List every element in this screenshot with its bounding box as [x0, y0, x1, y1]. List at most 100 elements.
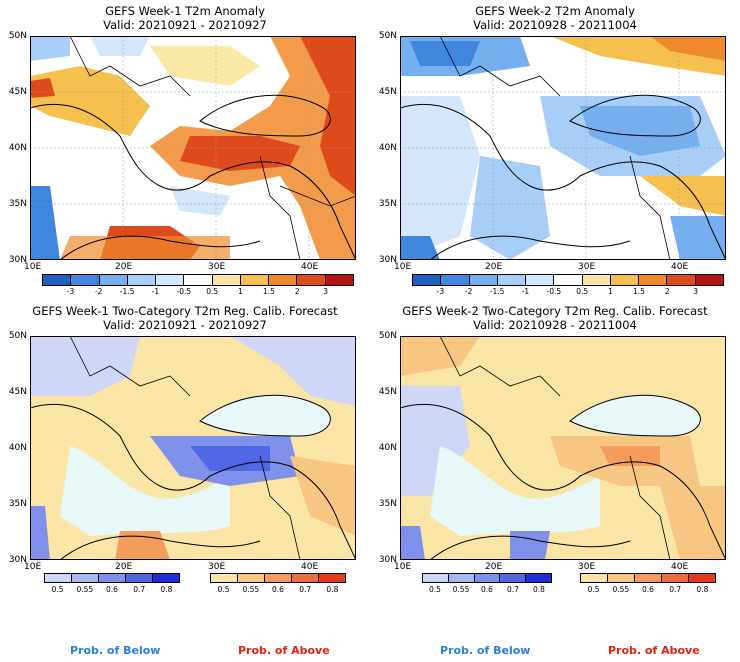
colorbar-tick-label: 0.6: [642, 585, 654, 594]
colorbar-swatch: [237, 574, 264, 582]
colorbar-swatch: [152, 574, 179, 582]
panel-title: GEFS Week-1 T2m Anomaly: [105, 4, 265, 18]
colorbar-swatch: [423, 574, 448, 582]
colorbar-tick-label: 0.55: [76, 585, 94, 594]
colorbar-tick-label: 0.5: [217, 585, 230, 594]
lon-label: 30E: [208, 562, 226, 572]
lon-label: 20E: [115, 262, 133, 272]
colorbar-tick-label: 0.5: [587, 585, 600, 594]
colorbar-tick-label: -1.5: [119, 287, 135, 296]
colorbar-tick-label: 2: [664, 287, 670, 296]
prob-below-legend-label: Prob. of Below: [70, 644, 161, 657]
colorbar-swatch: [413, 275, 441, 285]
colorbar-swatch: [499, 574, 526, 582]
colorbar-tick-label: 0.55: [452, 585, 470, 594]
colorbar-tick-label: 1.5: [262, 287, 275, 296]
panel-week1-probability: GEFS Week-1 Two-Category T2m Reg. Calib.…: [0, 300, 370, 600]
colorbar-swatch: [525, 574, 551, 582]
colorbar-tick-label: -2: [94, 287, 103, 296]
colorbar-tick-label: 0.55: [612, 585, 630, 594]
colorbar-tick-label: 0.5: [576, 287, 589, 296]
colorbar-swatch: [634, 574, 661, 582]
colorbar-swatch: [468, 275, 497, 285]
colorbar-swatch: [447, 574, 474, 582]
colorbar-swatch: [694, 275, 723, 285]
colorbar-tick-label: 0.7: [299, 585, 312, 594]
colorbar-swatch: [638, 275, 667, 285]
lat-label: 30N: [8, 555, 27, 565]
lat-label: 45N: [378, 87, 397, 97]
colorbar-swatch: [496, 275, 526, 285]
colorbar-tick-label: 1: [238, 287, 243, 296]
colorbar-tick-label: -0.5: [176, 287, 192, 296]
lon-label: 40E: [671, 562, 689, 572]
prob-above-legend-label: Prob. of Above: [238, 644, 330, 657]
lat-label: 40N: [378, 143, 397, 153]
colorbar-tick-label: 0.8: [326, 585, 339, 594]
prob-above-colorbar: [580, 573, 716, 583]
lon-label: 30E: [208, 262, 226, 272]
lon-label: 40E: [671, 262, 689, 272]
colorbar-tick-label: 1: [608, 287, 613, 296]
panel-title: GEFS Week-2 Two-Category T2m Reg. Calib.…: [402, 304, 708, 318]
colorbar-tick-label: 0.55: [242, 585, 260, 594]
colorbar-swatch: [43, 275, 71, 285]
colorbar-tick-label: 0.7: [669, 585, 682, 594]
panel-week1-anomaly: GEFS Week-1 T2m Anomaly Valid: 20210921 …: [0, 0, 370, 300]
colorbar-tick-label: 0.5: [206, 287, 219, 296]
anomaly-map: [400, 36, 726, 260]
lat-label: 45N: [378, 387, 397, 397]
colorbar-tick-label: 0.8: [533, 585, 545, 594]
lat-label: 40N: [8, 143, 27, 153]
colorbar-swatch: [581, 574, 607, 582]
probability-map: [30, 336, 356, 560]
panel-valid-dates: Valid: 20210921 - 20210927: [103, 318, 267, 332]
colorbar-swatch: [183, 275, 212, 285]
lat-label: 30N: [378, 555, 397, 565]
colorbar-tick-label: -1.5: [489, 287, 505, 296]
prob-above-colorbar-labels: 0.5 0.55 0.6 0.7 0.8: [580, 585, 716, 595]
colorbar-swatch: [666, 275, 695, 285]
lat-label: 30N: [378, 255, 397, 265]
anomaly-colorbar-labels: -3 -2 -1.5 -1 -0.5 0.5 1 1.5 2 3: [412, 287, 724, 297]
colorbar-swatch: [609, 275, 639, 285]
colorbar-swatch: [688, 574, 715, 582]
panel-week2-anomaly: GEFS Week-2 T2m Anomaly Valid: 20210928 …: [370, 0, 740, 300]
lon-label: 40E: [301, 262, 319, 272]
lon-label: 10E: [394, 562, 412, 572]
panel-valid-dates: Valid: 20210928 - 20211004: [473, 18, 637, 32]
lon-label: 30E: [578, 562, 596, 572]
colorbar-tick-label: 2: [294, 287, 300, 296]
colorbar-swatch: [239, 275, 269, 285]
lat-label: 50N: [378, 31, 397, 41]
prob-above-colorbar: [210, 573, 346, 583]
anomaly-map: [30, 36, 356, 260]
colorbar-swatch: [126, 275, 156, 285]
colorbar-swatch: [525, 275, 554, 285]
lat-label: 35N: [378, 199, 397, 209]
lat-label: 35N: [378, 499, 397, 509]
colorbar-swatch: [211, 574, 237, 582]
lat-label: 30N: [8, 255, 27, 265]
lat-label: 35N: [8, 499, 27, 509]
lon-label: 10E: [24, 262, 42, 272]
colorbar-swatch: [155, 275, 184, 285]
colorbar-swatch: [98, 275, 127, 285]
prob-below-colorbar: [44, 573, 180, 583]
colorbar-swatch: [125, 574, 152, 582]
colorbar-tick-label: -0.5: [546, 287, 562, 296]
colorbar-swatch: [440, 275, 469, 285]
colorbar-tick-label: -3: [436, 287, 445, 296]
lat-label: 40N: [8, 443, 27, 453]
colorbar-tick-label: 3: [693, 287, 699, 296]
colorbar-swatch: [70, 275, 99, 285]
panel-valid-dates: Valid: 20210921 - 20210927: [103, 18, 267, 32]
lon-label: 10E: [394, 262, 412, 272]
prob-below-colorbar-labels: 0.5 0.55 0.6 0.7 0.8: [44, 585, 180, 595]
colorbar-tick-label: 0.7: [507, 585, 519, 594]
colorbar-tick-label: 0.7: [133, 585, 146, 594]
prob-below-colorbar: [422, 573, 552, 583]
prob-above-colorbar-labels: 0.5 0.55 0.6 0.7 0.8: [210, 585, 346, 595]
colorbar-tick-label: -3: [66, 287, 75, 296]
lon-label: 30E: [578, 262, 596, 272]
